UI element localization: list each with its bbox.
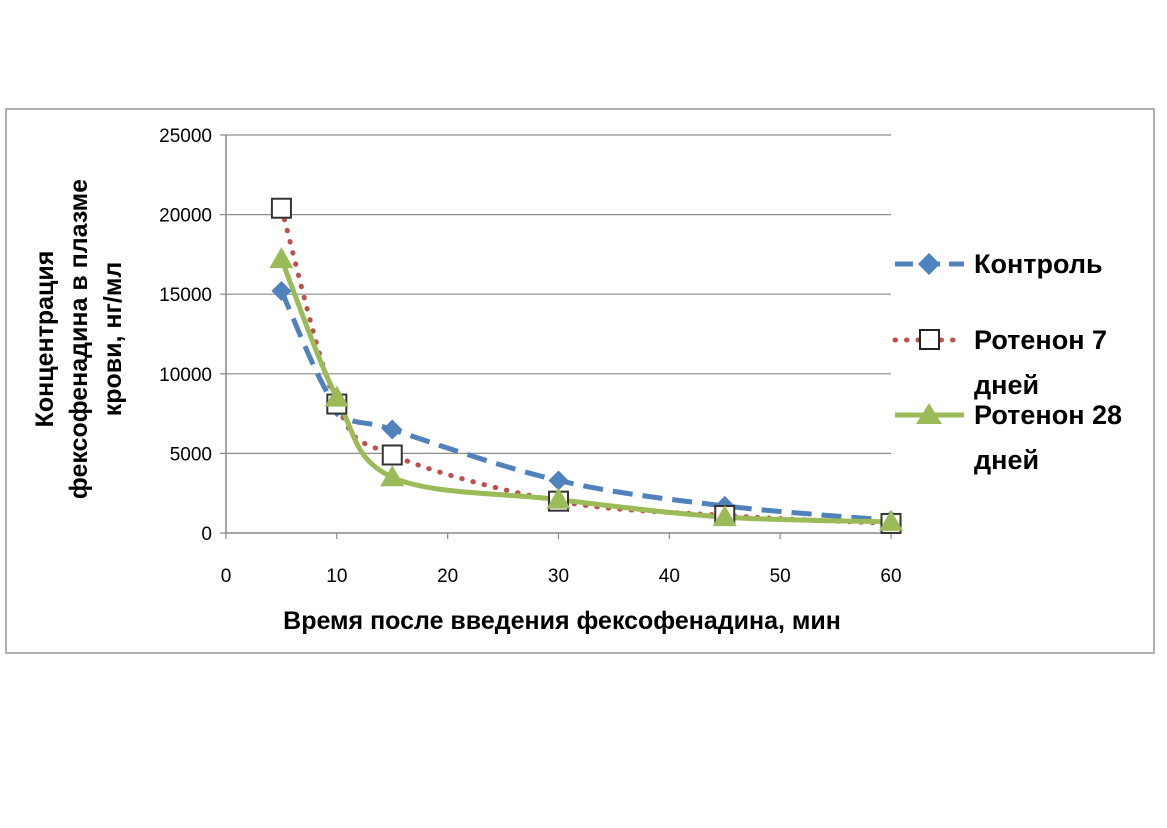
y-axis-title: Концентрация фексофенадина в плазме кров…: [31, 179, 127, 499]
legend-label-rotenone-7-line-1: Ротенон 7: [974, 325, 1107, 355]
tick-labels: 0 5000 10000 15000 20000 25000 0 10 20 30 40 50 60: [159, 126, 901, 587]
data-point-series-3: [879, 509, 903, 531]
line-chart: 0 5000 10000 15000 20000 25000 0 10 20 30 40 50 60 В…: [31, 126, 1122, 635]
legend-item-rotenone-28: Ротенон 28 дней: [895, 400, 1122, 475]
data-point-series-3: [269, 247, 294, 269]
y-axis-title-line-1: Концентрация: [31, 251, 59, 428]
data-point-series-3: [712, 505, 737, 527]
legend-marker-rotenone-28: [916, 403, 942, 424]
x-tick-label: 20: [437, 566, 458, 587]
plot-series: [278, 205, 894, 526]
legend-marker-control: [918, 253, 940, 275]
plot-markers: [269, 197, 903, 534]
y-tick-label: 0: [201, 524, 212, 545]
legend-marker-rotenone-7: [919, 329, 940, 350]
x-tick-label: 50: [770, 566, 791, 587]
y-tick-label: 10000: [159, 365, 212, 386]
y-tick-label: 20000: [159, 206, 212, 227]
y-axis-title-line-3: крови, нг/мл: [99, 262, 127, 417]
legend: Контроль Ротенон 7 дней Ротенон 28 дней: [892, 249, 1122, 475]
series-line-3: [279, 258, 892, 525]
legend-label-rotenone-28-line-2: дней: [974, 445, 1039, 475]
series-line-2: [278, 205, 894, 526]
data-point-series-3: [380, 465, 405, 487]
data-point-series-1: [548, 470, 569, 491]
x-tick-label: 30: [548, 566, 569, 587]
series-line-1: [279, 289, 892, 523]
legend-label-control: Контроль: [974, 249, 1103, 279]
legend-item-rotenone-7: Ротенон 7 дней: [892, 325, 1107, 400]
y-tick-label: 15000: [159, 285, 212, 306]
data-point-series-1: [382, 419, 403, 440]
gridlines: [226, 134, 891, 454]
y-tick-label: 25000: [159, 126, 212, 147]
y-tick-label: 5000: [170, 444, 212, 465]
x-tick-label: 40: [659, 566, 680, 587]
data-point-series-2: [381, 444, 403, 466]
data-point-series-2: [270, 197, 292, 219]
data-point-series-1: [271, 281, 292, 302]
y-axis-title-line-2: фексофенадина в плазме: [65, 179, 93, 499]
legend-label-rotenone-28-line-1: Ротенон 28: [974, 400, 1122, 430]
x-tick-label: 60: [880, 566, 901, 587]
x-tick-label: 0: [221, 566, 232, 587]
legend-label-rotenone-7-line-2: дней: [974, 370, 1039, 400]
x-axis-title: Время после введения фексофенадина, мин: [283, 607, 841, 635]
data-point-series-3: [546, 487, 571, 509]
chart-frame: 0 5000 10000 15000 20000 25000 0 10 20 30 40 50 60 В…: [5, 108, 1155, 654]
x-tick-label: 10: [326, 566, 347, 587]
data-point-series-3: [324, 385, 349, 407]
legend-item-control: Контроль: [895, 249, 1103, 279]
